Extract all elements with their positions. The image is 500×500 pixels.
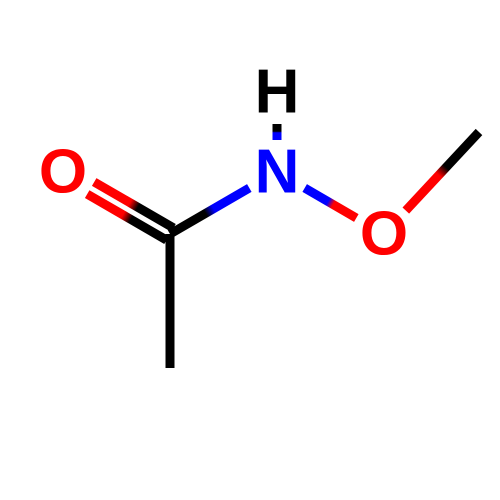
atom-n: N [255,138,300,207]
bond [170,188,249,234]
bond [406,132,479,211]
molecule-canvas: ONHO [0,0,500,500]
atom-h: H [255,58,300,127]
bond [305,188,357,218]
atom-o: O [360,200,408,269]
atom-o: O [39,138,87,207]
